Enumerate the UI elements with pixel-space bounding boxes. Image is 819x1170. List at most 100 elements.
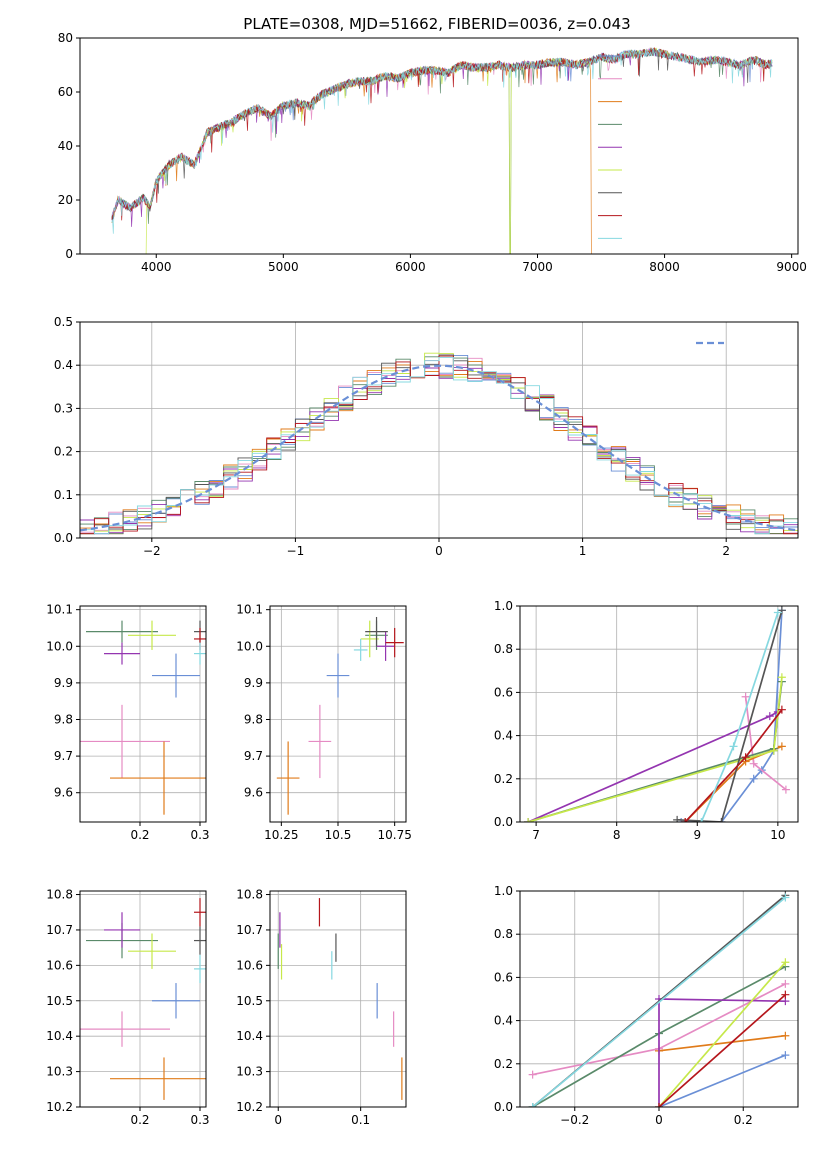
plot-area: [80, 620, 206, 815]
x-tick-label: 0.3: [190, 1113, 209, 1127]
x-tick-label: 0.3: [190, 828, 209, 842]
x-tick-label: 10.5: [325, 828, 352, 842]
plot-area: [80, 898, 206, 1100]
axes-frame: [79, 605, 207, 823]
x-tick-label: 8000: [649, 260, 680, 274]
weight-marker: [681, 818, 690, 822]
panel-weight-vs-age: 7 8 9 10 0.0 0.2 0.4 0.6 0.8 1.0: [494, 599, 799, 842]
weight-marker: [781, 1031, 790, 1040]
weight-marker: [524, 818, 533, 822]
plot-area: [80, 352, 798, 538]
weight-marker: [781, 893, 790, 902]
weight-marker: [769, 746, 778, 755]
y-tick-label: 9.7: [54, 749, 73, 763]
plot-area: [524, 606, 790, 822]
weight-marker: [773, 608, 782, 617]
y-tick-label: 1.0: [494, 599, 513, 613]
weight-marker: [673, 815, 682, 822]
y-tick-label: 0.1: [54, 488, 73, 502]
y-tick-label: 10.3: [236, 1065, 263, 1079]
weight-marker: [777, 673, 786, 682]
panel-spectrum: 4000 5000 6000 7000 8000 9000 0 20 40 60 80: [58, 31, 807, 274]
weight-line: [658, 994, 786, 1107]
panel-mass-vs-ebv: 0 0.1 10.2 10.3 10.4 10.5 10.6 10.7 10.8: [236, 888, 407, 1127]
x-tick-label: 1: [579, 544, 587, 558]
weight-line: [658, 961, 787, 1107]
plot-area: [111, 47, 773, 254]
weight-line: [681, 610, 783, 822]
weight-marker: [528, 1103, 537, 1107]
panel-age-vs-mass: 10.25 10.5 10.75 9.6 9.7 9.8 9.9 10.0 10.1: [236, 603, 412, 842]
y-tick-label: 10.3: [46, 1065, 73, 1079]
y-tick-label: 0.8: [494, 927, 513, 941]
plot-area: [276, 616, 404, 815]
weight-marker: [777, 606, 786, 615]
y-tick-label: 0.4: [494, 1014, 513, 1028]
weight-marker: [697, 818, 706, 822]
y-tick-label: 10.7: [46, 923, 73, 937]
y-tick-label: 0.2: [494, 1057, 513, 1071]
weight-marker: [717, 818, 726, 822]
y-tick-label: 10.8: [236, 888, 263, 902]
normal-curve: [80, 364, 798, 532]
y-tick-label: 0.3: [54, 401, 73, 415]
y-tick-label: 1.0: [494, 884, 513, 898]
weight-marker: [777, 742, 786, 751]
y-tick-label: 10.8: [46, 888, 73, 902]
legend: [598, 55, 622, 239]
y-tick-label: 9.8: [54, 712, 73, 726]
weight-marker: [765, 712, 774, 721]
weight-line: [677, 610, 783, 822]
weight-marker: [528, 1070, 537, 1079]
x-tick-label: 0: [435, 544, 443, 558]
y-tick-label: 10.4: [46, 1029, 73, 1043]
weight-line: [527, 677, 783, 822]
weight-marker: [777, 705, 786, 714]
weight-marker: [729, 742, 738, 751]
x-tick-label: 6000: [395, 260, 426, 274]
weight-marker: [741, 692, 750, 701]
x-tick-label: −2: [143, 544, 161, 558]
y-tick-label: 0.0: [54, 531, 73, 545]
y-tick-label: 40: [58, 139, 73, 153]
spectrum-line: [111, 57, 773, 254]
residual-histogram: [80, 355, 798, 538]
y-tick-label: 9.9: [54, 676, 73, 690]
y-tick-label: 60: [58, 85, 73, 99]
y-tick-label: 0.2: [494, 772, 513, 786]
y-tick-label: 10.0: [46, 639, 73, 653]
plot-area: [528, 891, 790, 1107]
y-tick-label: 10.2: [236, 1100, 263, 1114]
axes-frame: [519, 605, 799, 823]
spectrum-line: [111, 48, 773, 254]
x-tick-label: 0.2: [130, 828, 149, 842]
x-tick-label: 10.75: [377, 828, 411, 842]
y-tick-label: 0.8: [494, 642, 513, 656]
y-tick-label: 10.7: [236, 923, 263, 937]
x-tick-label: 5000: [268, 260, 299, 274]
weight-line: [684, 745, 783, 822]
weight-line: [658, 1034, 786, 1052]
y-tick-label: 10.6: [236, 958, 263, 972]
y-tick-label: 0.4: [54, 358, 73, 372]
weight-marker: [655, 1103, 663, 1107]
y-tick-label: 0.0: [494, 1100, 513, 1114]
x-tick-label: 2: [722, 544, 730, 558]
y-tick-label: 9.7: [244, 749, 263, 763]
y-tick-label: 80: [58, 31, 73, 45]
weight-marker: [741, 753, 750, 762]
weight-line: [532, 896, 786, 1107]
y-tick-label: 9.6: [54, 786, 73, 800]
x-tick-label: 8: [613, 828, 621, 842]
y-tick-label: 0: [65, 247, 73, 261]
residual-histogram: [80, 356, 798, 538]
x-tick-label: 4000: [141, 260, 172, 274]
axes-frame: [79, 321, 799, 539]
spectrum-line: [111, 47, 773, 254]
axes-frame: [519, 890, 799, 1108]
x-tick-label: 7000: [522, 260, 553, 274]
x-tick-label: 0.2: [130, 1113, 149, 1127]
y-tick-label: 0.4: [494, 729, 513, 743]
weight-marker: [749, 759, 758, 768]
